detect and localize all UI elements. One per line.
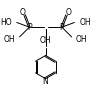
Text: O: O xyxy=(65,8,71,17)
Text: OH: OH xyxy=(79,18,91,27)
Text: P: P xyxy=(59,23,64,32)
Text: O: O xyxy=(20,8,26,17)
Text: OH: OH xyxy=(40,36,51,45)
Text: OH: OH xyxy=(4,35,15,44)
Text: OH: OH xyxy=(76,35,87,44)
Text: HO: HO xyxy=(0,18,12,27)
Text: P: P xyxy=(27,23,32,32)
Text: N: N xyxy=(43,77,49,86)
